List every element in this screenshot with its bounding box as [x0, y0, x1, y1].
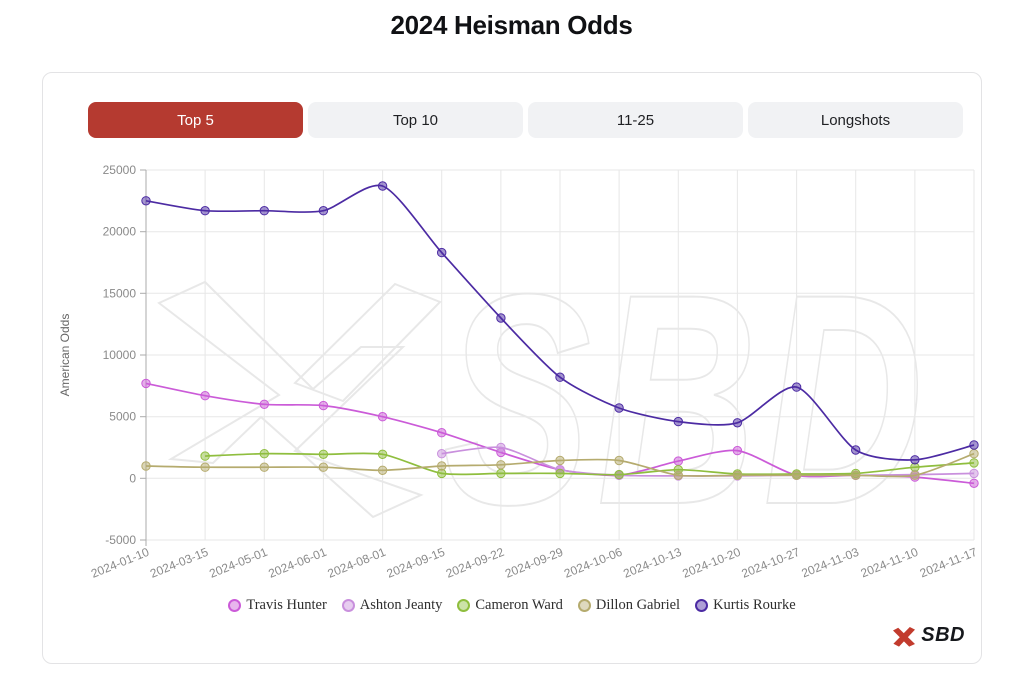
data-point[interactable] — [969, 449, 979, 459]
svg-text:5000: 5000 — [109, 410, 136, 424]
sbd-watermark: SBD — [157, 230, 929, 568]
data-point[interactable] — [555, 468, 565, 479]
data-point[interactable] — [791, 382, 802, 392]
svg-text:2024-03-15: 2024-03-15 — [148, 545, 210, 581]
data-point[interactable] — [200, 451, 210, 461]
data-point[interactable] — [496, 442, 506, 453]
svg-text:2024-01-10: 2024-01-10 — [89, 545, 151, 581]
legend-marker — [695, 599, 709, 612]
data-point[interactable] — [851, 470, 861, 480]
data-point[interactable] — [969, 468, 979, 479]
svg-text:15000: 15000 — [103, 286, 137, 300]
legend-item-dillon-gabriel[interactable]: Dillon Gabriel — [577, 597, 681, 614]
tab-11-25[interactable]: 11-25 — [528, 102, 743, 138]
data-point[interactable] — [910, 470, 920, 480]
data-point[interactable] — [318, 462, 329, 472]
legend-label: Travis Hunter — [246, 597, 327, 613]
data-point[interactable] — [732, 445, 743, 456]
sbd-logo-text: SBD — [921, 624, 965, 646]
legend-label: Dillon Gabriel — [595, 597, 681, 613]
svg-text:2024-08-01: 2024-08-01 — [326, 545, 388, 581]
data-point[interactable] — [318, 400, 329, 411]
data-point[interactable] — [437, 461, 447, 471]
legend-marker — [341, 599, 355, 612]
legend-label: Kurtis Rourke — [713, 597, 796, 613]
data-point[interactable] — [673, 456, 683, 466]
data-point[interactable] — [437, 449, 447, 459]
data-point[interactable] — [555, 455, 565, 466]
data-point[interactable] — [614, 469, 624, 480]
data-point[interactable] — [969, 440, 979, 450]
data-point[interactable] — [377, 465, 388, 475]
legend-label: Cameron Ward — [475, 597, 563, 613]
data-point[interactable] — [259, 449, 270, 459]
legend-item-kurtis-rourke[interactable]: Kurtis Rourke — [695, 597, 796, 614]
data-point[interactable] — [377, 449, 388, 459]
svg-text:2024-05-01: 2024-05-01 — [207, 545, 269, 581]
legend-item-travis-hunter[interactable]: Travis Hunter — [228, 597, 327, 614]
series-kurtis-rourke — [141, 181, 979, 465]
data-point[interactable] — [496, 468, 506, 479]
tab-top-10[interactable]: Top 10 — [308, 102, 523, 138]
page-title: 2024 Heisman Odds — [390, 10, 633, 40]
data-point[interactable] — [141, 196, 151, 206]
data-point[interactable] — [910, 455, 920, 465]
sbd-x-icon — [893, 626, 916, 647]
data-point[interactable] — [200, 462, 210, 472]
tab-bar: Top 5 Top 10 11-25 Longshots — [88, 102, 963, 138]
data-point[interactable] — [377, 412, 388, 422]
data-point[interactable] — [259, 462, 270, 472]
svg-text:20000: 20000 — [103, 225, 137, 239]
legend-marker — [228, 599, 242, 612]
odds-line-chart[interactable]: SBD -5000 0 5000 10000 15000 20000 25000 2024-01… — [43, 151, 981, 591]
chart-card: Top 5 Top 10 11-25 Longshots SBD -5000 0 5000 1… — [42, 72, 982, 664]
data-point[interactable] — [318, 206, 329, 216]
series-dillon-gabriel — [141, 449, 979, 480]
sbd-logo: SBD — [892, 624, 965, 647]
data-point[interactable] — [673, 470, 683, 480]
chart-legend: Travis Hunter Ashton Jeanty Cameron Ward Di… — [43, 597, 981, 614]
y-axis-ticks: -5000 0 5000 10000 15000 20000 25000 — [103, 163, 146, 547]
data-point[interactable] — [732, 470, 743, 480]
data-point[interactable] — [614, 403, 624, 413]
data-point[interactable] — [732, 418, 743, 428]
data-point[interactable] — [496, 313, 506, 323]
data-point[interactable] — [673, 416, 683, 427]
data-point[interactable] — [141, 461, 151, 471]
legend-item-ashton-jeanty[interactable]: Ashton Jeanty — [341, 597, 443, 614]
legend-label: Ashton Jeanty — [359, 597, 443, 613]
data-point[interactable] — [791, 470, 802, 480]
tab-top-5[interactable]: Top 5 — [88, 102, 303, 138]
legend-item-cameron-ward[interactable]: Cameron Ward — [457, 597, 563, 614]
svg-text:2024-06-01: 2024-06-01 — [266, 545, 328, 581]
data-point[interactable] — [437, 247, 447, 258]
data-point[interactable] — [437, 428, 447, 438]
svg-text:-5000: -5000 — [105, 533, 136, 547]
tab-longshots[interactable]: Longshots — [748, 102, 963, 138]
data-point[interactable] — [969, 458, 979, 468]
legend-marker — [457, 599, 471, 612]
data-point[interactable] — [496, 460, 506, 470]
data-point[interactable] — [200, 391, 210, 401]
svg-text:2024-09-15: 2024-09-15 — [385, 545, 447, 581]
svg-text:25000: 25000 — [103, 163, 137, 177]
legend-marker — [577, 599, 591, 612]
data-point[interactable] — [377, 181, 388, 191]
svg-text:0: 0 — [129, 471, 136, 485]
y-axis-title: American Odds — [58, 314, 72, 397]
data-point[interactable] — [555, 372, 565, 382]
data-point[interactable] — [851, 445, 861, 455]
data-point[interactable] — [318, 449, 329, 459]
svg-text:SBD: SBD — [443, 231, 929, 566]
svg-text:10000: 10000 — [103, 348, 137, 362]
data-point[interactable] — [259, 206, 270, 216]
data-point[interactable] — [259, 399, 270, 410]
data-point[interactable] — [141, 378, 151, 389]
data-point[interactable] — [200, 206, 210, 216]
data-point[interactable] — [614, 455, 624, 466]
data-point[interactable] — [969, 478, 979, 488]
grid — [146, 169, 975, 541]
